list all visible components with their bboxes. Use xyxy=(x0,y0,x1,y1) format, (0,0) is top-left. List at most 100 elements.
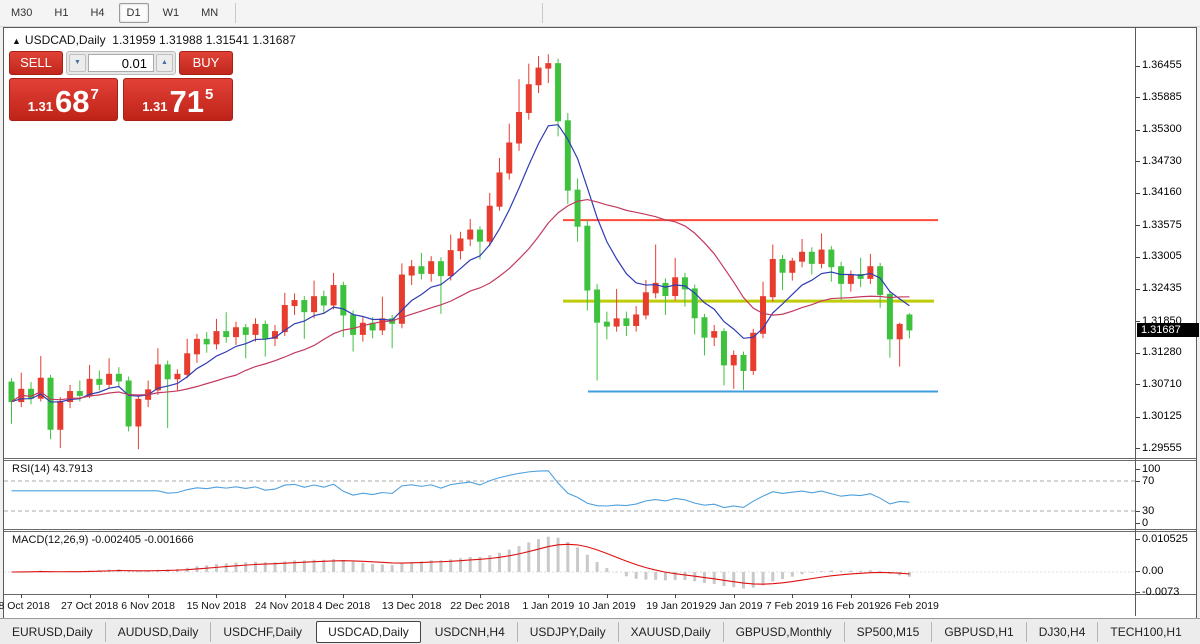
price-axis-tick xyxy=(1136,416,1140,418)
date-axis-tick xyxy=(21,594,23,598)
toolbar-separator xyxy=(542,3,544,23)
tab-tech100-h1[interactable]: TECH100,H1 xyxy=(1097,621,1193,642)
tab-gbpusd-h1[interactable]: GBPUSD,H1 xyxy=(931,621,1025,642)
price-axis-tick xyxy=(1136,321,1140,323)
date-axis-tick xyxy=(343,594,345,598)
tab-usdcnh-h4[interactable]: USDCNH,H4 xyxy=(434,624,505,639)
pane-separator[interactable] xyxy=(4,458,1196,459)
date-axis-label: 26 Feb 2019 xyxy=(879,600,939,612)
pane-separator[interactable] xyxy=(4,531,1196,532)
date-axis-tick xyxy=(216,594,218,598)
macd-axis-label: 0.010525 xyxy=(1142,533,1188,545)
rsi-pane[interactable] xyxy=(4,461,1135,529)
pane-separator xyxy=(4,594,1196,595)
tab-sp500-m15[interactable]: SP500,M15 xyxy=(843,621,932,642)
tab-eurusd-daily[interactable]: EURUSD,Daily xyxy=(12,624,93,639)
macd-axis-tick xyxy=(1136,592,1140,593)
date-axis-tick xyxy=(479,594,481,598)
sell-price-small: 1.31 xyxy=(27,99,53,114)
date-axis-tick xyxy=(284,594,286,598)
rsi-axis-tick xyxy=(1136,523,1140,524)
volume-input[interactable] xyxy=(88,54,154,72)
timeframe-button-h1[interactable]: H1 xyxy=(54,7,69,19)
price-axis-tick xyxy=(1136,161,1140,163)
date-axis-tick xyxy=(850,594,852,598)
macd-axis-label: -0.0073 xyxy=(1142,586,1180,598)
macd-pane[interactable] xyxy=(4,532,1135,594)
price-axis-border xyxy=(1135,28,1136,616)
macd-axis-tick xyxy=(1136,539,1140,540)
date-axis-label: 4 Dec 2018 xyxy=(316,600,371,612)
price-axis-label: 1.35885 xyxy=(1142,90,1182,103)
price-axis-label: 1.30125 xyxy=(1142,410,1182,423)
price-axis-label: 1.34730 xyxy=(1142,154,1182,167)
price-axis-tick xyxy=(1136,352,1140,354)
rsi-indicator-label: RSI(14) 43.7913 xyxy=(12,463,93,475)
date-axis-tick xyxy=(89,594,91,598)
date-axis-label: 15 Nov 2018 xyxy=(186,600,247,612)
tab-xauusd-daily[interactable]: XAUUSD,Daily xyxy=(617,621,723,642)
rsi-axis-tick xyxy=(1136,469,1140,470)
rsi-axis-label: 100 xyxy=(1142,463,1161,475)
price-axis-label: 1.36455 xyxy=(1142,59,1182,72)
date-axis-tick xyxy=(675,594,677,598)
chart-tab-bar: EURUSD,Daily AUDUSD,Daily USDCHF,Daily USDC… xyxy=(0,618,1200,644)
date-axis-label: 18 Oct 2018 xyxy=(0,600,50,612)
date-axis-tick xyxy=(548,594,550,598)
timeframe-button-h4[interactable]: H4 xyxy=(90,7,105,19)
date-axis-label: 22 Dec 2018 xyxy=(450,600,510,612)
macd-axis-label: 0.00 xyxy=(1142,565,1164,577)
price-axis-label: 1.35300 xyxy=(1142,123,1182,136)
volume-increase-button[interactable]: ▲ xyxy=(156,54,173,72)
buy-price-small: 1.31 xyxy=(142,99,168,114)
rsi-axis-tick xyxy=(1136,511,1140,512)
date-axis-label: 29 Jan 2019 xyxy=(704,600,763,612)
date-axis-tick xyxy=(909,594,911,598)
price-axis-tick xyxy=(1136,288,1140,290)
pane-separator[interactable] xyxy=(4,529,1196,530)
price-axis-label: 1.31280 xyxy=(1142,346,1182,359)
tab-usdcad-daily[interactable]: USDCAD,Daily xyxy=(316,620,421,643)
date-axis-label: 19 Jan 2019 xyxy=(646,600,705,612)
price-axis-tick xyxy=(1136,225,1140,227)
chart-window: ▲ USDCAD,Daily 1.31959 1.31988 1.31541 1.… xyxy=(0,27,1199,619)
price-axis-tick xyxy=(1136,448,1140,450)
tab-usdchf-daily[interactable]: USDCHF,Daily xyxy=(210,621,314,642)
macd-indicator-label: MACD(12,26,9) -0.002405 -0.001666 xyxy=(12,534,194,546)
tab-usdjpy-daily[interactable]: USDJPY,Daily xyxy=(516,621,618,642)
collapse-icon[interactable]: ▲ xyxy=(12,36,21,46)
toolbar-separator xyxy=(235,3,237,23)
price-axis-label: 1.29555 xyxy=(1142,441,1182,454)
volume-decrease-button[interactable]: ▼ xyxy=(69,54,86,72)
price-axis-tick xyxy=(1136,97,1140,99)
ma-slow-line xyxy=(11,198,910,403)
sell-price-big: 68 xyxy=(55,84,90,119)
tab-gbpusd-monthly[interactable]: GBPUSD,Monthly xyxy=(722,621,844,642)
timeframe-button-mn[interactable]: MN xyxy=(201,7,219,19)
tab-dj30-h4[interactable]: DJ30,H4 xyxy=(1025,621,1098,642)
pane-separator[interactable] xyxy=(4,460,1196,461)
buy-price-big: 71 xyxy=(169,84,204,119)
timeframe-button-d1[interactable]: D1 xyxy=(118,3,149,23)
sell-price-display[interactable]: 1.31 68 7 xyxy=(9,78,118,121)
macd-histogram xyxy=(19,536,911,589)
tab-audusd-daily[interactable]: AUDUSD,Daily xyxy=(104,621,211,642)
price-axis-tick xyxy=(1136,65,1140,67)
date-axis-tick xyxy=(733,594,735,598)
price-axis-tick xyxy=(1136,192,1140,194)
buy-price-display[interactable]: 1.31 71 5 xyxy=(122,78,233,121)
sell-button[interactable]: SELL xyxy=(9,51,63,75)
date-axis-label: 13 Dec 2018 xyxy=(381,600,442,612)
macd-signal-line xyxy=(11,543,910,585)
price-axis-label: 1.33575 xyxy=(1142,218,1182,231)
chart-title-symbol: USDCAD,Daily xyxy=(24,33,106,47)
timeframe-button-m30[interactable]: M30 xyxy=(11,7,33,19)
date-axis-label: 24 Nov 2018 xyxy=(254,600,315,612)
price-axis-label: 1.32435 xyxy=(1142,282,1182,295)
price-chart[interactable] xyxy=(4,28,1135,458)
timeframe-button-w1[interactable]: W1 xyxy=(162,7,180,19)
current-price-tag: 1.31687 xyxy=(1137,323,1199,338)
buy-button[interactable]: BUY xyxy=(179,51,233,75)
ma-fast-line xyxy=(11,124,910,403)
price-axis-label: 1.33005 xyxy=(1142,250,1182,263)
